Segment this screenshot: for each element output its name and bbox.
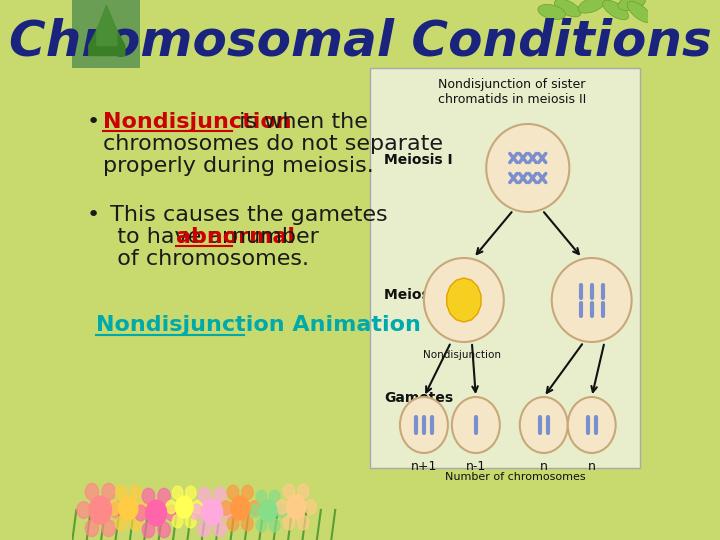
Circle shape bbox=[85, 483, 99, 500]
Circle shape bbox=[228, 516, 239, 531]
Ellipse shape bbox=[618, 0, 645, 11]
Circle shape bbox=[256, 519, 267, 532]
Circle shape bbox=[222, 504, 234, 520]
Circle shape bbox=[259, 500, 277, 522]
Circle shape bbox=[242, 485, 253, 500]
Circle shape bbox=[115, 516, 127, 531]
Circle shape bbox=[110, 502, 124, 518]
Circle shape bbox=[190, 504, 203, 520]
Text: Chromosomal Conditions: Chromosomal Conditions bbox=[9, 18, 711, 66]
Text: •: • bbox=[86, 205, 100, 225]
Circle shape bbox=[283, 484, 294, 498]
Circle shape bbox=[297, 484, 309, 498]
Circle shape bbox=[119, 496, 138, 520]
Text: to have an: to have an bbox=[103, 227, 243, 247]
Circle shape bbox=[297, 515, 309, 530]
Text: Number of chromosomes: Number of chromosomes bbox=[446, 472, 586, 482]
Ellipse shape bbox=[452, 397, 500, 453]
Ellipse shape bbox=[400, 397, 448, 453]
Circle shape bbox=[198, 487, 211, 503]
Circle shape bbox=[192, 501, 203, 514]
Text: abnormal: abnormal bbox=[176, 227, 295, 247]
Ellipse shape bbox=[520, 397, 568, 453]
Text: chromosomes do not separate: chromosomes do not separate bbox=[103, 134, 443, 154]
Ellipse shape bbox=[538, 4, 565, 19]
Text: This causes the gametes: This causes the gametes bbox=[103, 205, 387, 225]
Circle shape bbox=[158, 488, 171, 504]
FancyBboxPatch shape bbox=[369, 68, 639, 468]
Text: Nondisjunction Animation: Nondisjunction Animation bbox=[96, 315, 421, 335]
Text: Meiosis I: Meiosis I bbox=[384, 153, 453, 167]
Text: Nondisjunction of sister
chromatids in meiosis II: Nondisjunction of sister chromatids in m… bbox=[438, 78, 586, 106]
Ellipse shape bbox=[603, 0, 629, 20]
Circle shape bbox=[256, 490, 267, 503]
Circle shape bbox=[172, 486, 183, 500]
Circle shape bbox=[269, 519, 280, 532]
Circle shape bbox=[102, 483, 115, 500]
Circle shape bbox=[89, 496, 112, 524]
Circle shape bbox=[137, 501, 148, 515]
Circle shape bbox=[276, 504, 287, 518]
Circle shape bbox=[276, 500, 287, 514]
Circle shape bbox=[228, 485, 239, 500]
Circle shape bbox=[143, 488, 155, 504]
Ellipse shape bbox=[578, 0, 606, 13]
Circle shape bbox=[143, 522, 155, 538]
Text: n+1: n+1 bbox=[410, 460, 437, 473]
Circle shape bbox=[202, 499, 222, 525]
Circle shape bbox=[130, 516, 141, 531]
Circle shape bbox=[269, 490, 280, 503]
Circle shape bbox=[146, 500, 166, 526]
Circle shape bbox=[176, 496, 193, 518]
Ellipse shape bbox=[554, 0, 581, 17]
Circle shape bbox=[77, 502, 90, 518]
Text: Gametes: Gametes bbox=[384, 391, 453, 405]
FancyBboxPatch shape bbox=[73, 0, 140, 68]
Circle shape bbox=[158, 522, 171, 538]
Ellipse shape bbox=[424, 258, 504, 342]
Circle shape bbox=[85, 520, 99, 537]
Circle shape bbox=[250, 504, 260, 518]
Circle shape bbox=[198, 521, 211, 537]
Circle shape bbox=[230, 496, 250, 520]
Circle shape bbox=[172, 515, 183, 528]
Circle shape bbox=[130, 485, 141, 500]
Ellipse shape bbox=[627, 2, 652, 23]
Circle shape bbox=[108, 501, 120, 515]
Circle shape bbox=[166, 505, 178, 521]
Circle shape bbox=[186, 486, 196, 500]
Text: •: • bbox=[86, 112, 100, 132]
Ellipse shape bbox=[486, 124, 570, 212]
Text: of chromosomes.: of chromosomes. bbox=[103, 249, 309, 269]
Text: n: n bbox=[540, 460, 548, 473]
Text: Nondisjunction: Nondisjunction bbox=[103, 112, 292, 132]
Ellipse shape bbox=[552, 258, 631, 342]
Circle shape bbox=[214, 487, 226, 503]
Circle shape bbox=[166, 501, 176, 514]
Text: n-1: n-1 bbox=[466, 460, 486, 473]
Text: is when the: is when the bbox=[232, 112, 368, 132]
Circle shape bbox=[135, 505, 147, 521]
Circle shape bbox=[102, 520, 115, 537]
Circle shape bbox=[242, 516, 253, 531]
Text: Meiosis II: Meiosis II bbox=[384, 288, 458, 302]
Text: number: number bbox=[232, 227, 319, 247]
Circle shape bbox=[287, 495, 306, 519]
Text: n: n bbox=[588, 460, 595, 473]
Circle shape bbox=[214, 521, 226, 537]
Circle shape bbox=[220, 501, 232, 515]
Circle shape bbox=[305, 500, 316, 514]
Text: properly during meiosis.: properly during meiosis. bbox=[103, 156, 374, 176]
Ellipse shape bbox=[568, 397, 616, 453]
Circle shape bbox=[115, 485, 127, 500]
Circle shape bbox=[283, 515, 294, 530]
Circle shape bbox=[249, 501, 261, 515]
Text: Nondisjunction: Nondisjunction bbox=[423, 350, 501, 360]
Circle shape bbox=[186, 515, 196, 528]
